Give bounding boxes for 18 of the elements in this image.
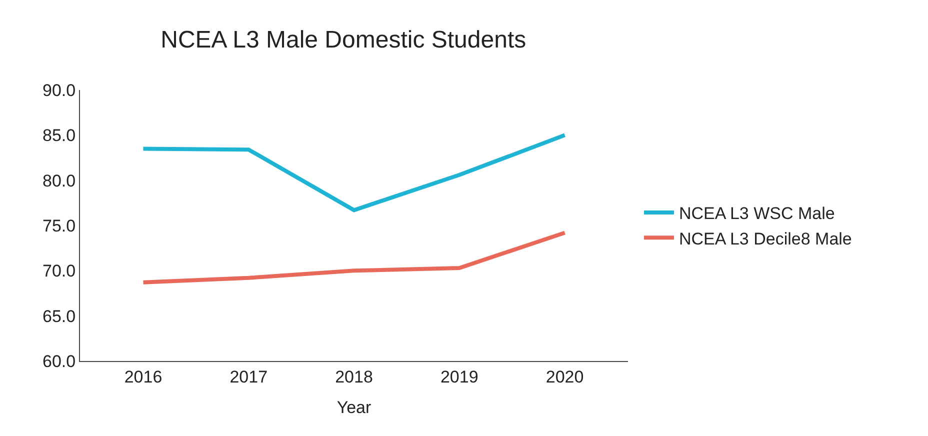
x-axis-title: Year bbox=[336, 398, 372, 417]
y-tick-label: 65.0 bbox=[42, 306, 76, 326]
legend-label: NCEA L3 WSC Male bbox=[678, 204, 835, 224]
x-tick-label: 2019 bbox=[440, 367, 478, 386]
x-tick-label: 2020 bbox=[546, 367, 584, 386]
y-tick-label: 60.0 bbox=[42, 352, 76, 371]
y-tick-label: 75.0 bbox=[42, 216, 76, 236]
line-series bbox=[141, 230, 567, 284]
x-tick-label: 2017 bbox=[230, 367, 268, 386]
y-tick-label: 80.0 bbox=[42, 171, 76, 190]
line-series bbox=[141, 133, 567, 212]
legend-label: NCEA L3 Decile8 Male bbox=[678, 229, 852, 248]
x-tick-label: 2018 bbox=[335, 367, 373, 386]
y-tick-label: 85.0 bbox=[42, 126, 76, 146]
y-tick-label: 90.0 bbox=[42, 80, 76, 100]
chart-title: NCEA L3 Male Domestic Students bbox=[160, 26, 526, 54]
x-tick-label: 2016 bbox=[124, 367, 162, 386]
y-tick-label: 70.0 bbox=[42, 262, 76, 281]
